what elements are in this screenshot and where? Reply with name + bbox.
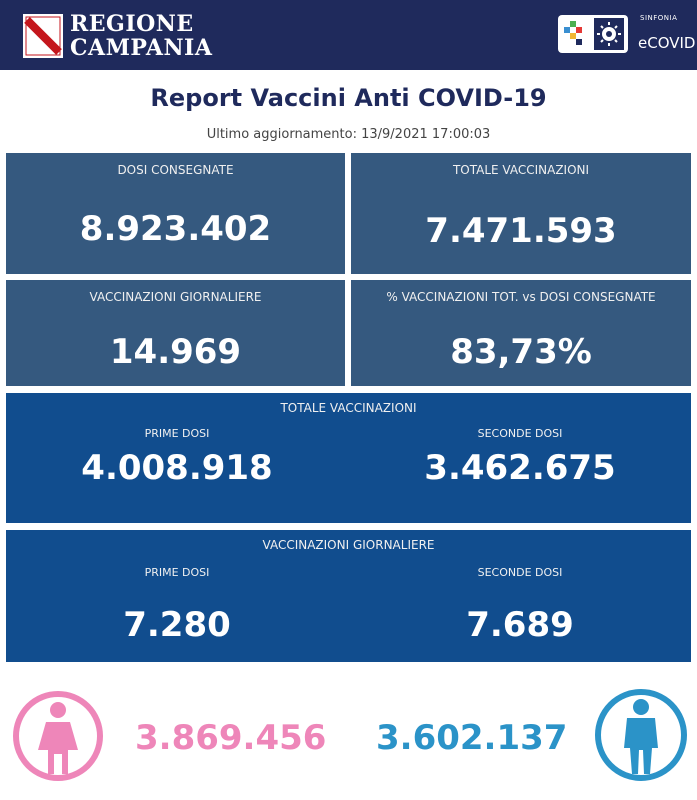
panel-totale-title: TOTALE VACCINAZIONI	[280, 401, 417, 415]
card-dosi-consegnate-value: 8.923.402	[79, 209, 272, 249]
card-percentuale-value: 83,73%	[450, 332, 592, 372]
card-vaccinazioni-giornaliere-label: VACCINAZIONI GIORNALIERE	[89, 290, 262, 304]
male-icon	[595, 689, 687, 781]
panel-giornaliere-seconde-value: 7.689	[466, 605, 574, 645]
card-vaccinazioni-giornaliere-value: 14.969	[109, 332, 242, 372]
female-icon	[13, 691, 103, 781]
region-campania-logo-icon	[23, 14, 63, 58]
panel-totale-seconde-label: SECONDE DOSI	[477, 427, 563, 440]
panel-giornaliere-prime-label: PRIME DOSI	[144, 566, 210, 579]
top-header-bar: REGIONE CAMPANIA SINFONIA eCOV	[0, 0, 697, 70]
panel-giornaliere-prime-value: 7.280	[123, 605, 231, 645]
region-name-line2: CAMPANIA	[70, 35, 213, 61]
region-name-line1: REGIONE	[70, 11, 194, 37]
card-totale-vaccinazioni-value: 7.471.593	[425, 211, 617, 251]
panel-giornaliere-prime: PRIME DOSI 7.280	[6, 566, 348, 645]
male-vaccinations-value: 3.602.137	[376, 718, 568, 758]
female-vaccinations-value: 3.869.456	[135, 718, 327, 758]
ecovid-label: eCOVID	[638, 34, 696, 52]
panel-giornaliere-seconde: SECONDE DOSI 7.689	[349, 566, 691, 645]
card-vaccinazioni-giornaliere: VACCINAZIONI GIORNALIERE 14.969	[6, 280, 345, 386]
card-percentuale: % VACCINAZIONI TOT. vs DOSI CONSEGNATE 8…	[351, 280, 691, 386]
panel-giornaliere-seconde-label: SECONDE DOSI	[477, 566, 563, 579]
sinfonia-logo	[558, 15, 628, 53]
card-dosi-consegnate: DOSI CONSEGNATE 8.923.402	[6, 153, 345, 274]
sinfonia-label: SINFONIA	[640, 14, 678, 22]
panel-vaccinazioni-giornaliere: VACCINAZIONI GIORNALIERE PRIME DOSI 7.28…	[6, 530, 691, 662]
card-totale-vaccinazioni: TOTALE VACCINAZIONI 7.471.593	[351, 153, 691, 274]
panel-giornaliere-title: VACCINAZIONI GIORNALIERE	[262, 538, 435, 552]
last-updated-text: Ultimo aggiornamento: 13/9/2021 17:00:03	[206, 127, 491, 142]
sinfonia-logo-icon	[564, 18, 624, 50]
panel-totale-prime-value: 4.008.918	[81, 448, 273, 488]
panel-totale-seconde: SECONDE DOSI 3.462.675	[349, 427, 691, 488]
report-title: Report Vaccini Anti COVID-19	[150, 84, 547, 112]
card-percentuale-label: % VACCINAZIONI TOT. vs DOSI CONSEGNATE	[386, 290, 656, 304]
card-totale-vaccinazioni-label: TOTALE VACCINAZIONI	[452, 163, 590, 177]
panel-totale-vaccinazioni: TOTALE VACCINAZIONI PRIME DOSI 4.008.918…	[6, 393, 691, 523]
panel-totale-prime-label: PRIME DOSI	[144, 427, 210, 440]
region-name: REGIONE CAMPANIA	[70, 12, 212, 60]
panel-totale-seconde-value: 3.462.675	[424, 448, 616, 488]
card-dosi-consegnate-label: DOSI CONSEGNATE	[117, 163, 234, 177]
panel-totale-prime: PRIME DOSI 4.008.918	[6, 427, 348, 488]
